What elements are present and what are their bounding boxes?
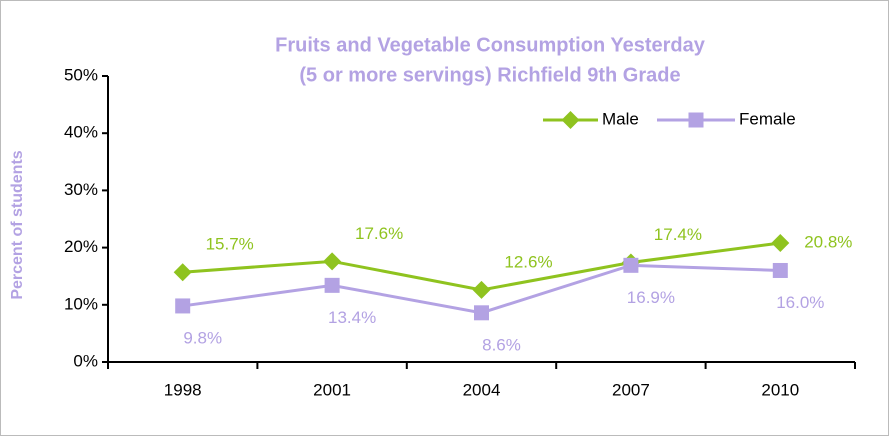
point <box>472 280 491 299</box>
y-tick-label: 40% <box>64 123 98 142</box>
point <box>474 305 489 321</box>
point <box>173 263 192 282</box>
y-axis-label: Percent of students <box>9 150 26 299</box>
point <box>772 262 788 278</box>
x-tick-label: 2010 <box>761 380 799 399</box>
data-label: 9.8% <box>183 328 222 347</box>
y-tick-label: 20% <box>64 237 98 256</box>
data-label: 12.6% <box>504 252 552 271</box>
point <box>324 277 340 293</box>
point <box>623 257 639 273</box>
y-tick-label: 10% <box>64 294 98 313</box>
legend-marker <box>688 112 704 128</box>
point <box>323 252 342 271</box>
data-label: 20.8% <box>804 233 852 252</box>
legend-marker <box>561 111 580 129</box>
data-label: 16.9% <box>627 288 675 307</box>
y-tick-label: 50% <box>64 65 98 84</box>
x-tick-label: 1998 <box>164 380 202 399</box>
data-label: 8.6% <box>482 335 521 354</box>
data-label: 15.7% <box>206 235 254 254</box>
chart-title: Fruits and Vegetable Consumption Yesterd… <box>275 34 706 56</box>
y-tick-label: 30% <box>64 180 98 199</box>
data-label: 17.4% <box>654 225 702 244</box>
data-label: 13.4% <box>328 308 376 327</box>
point <box>175 298 191 314</box>
data-label: 17.6% <box>355 224 403 243</box>
legend-label: Male <box>602 109 639 128</box>
point <box>771 234 790 253</box>
legend-label: Female <box>739 109 796 128</box>
y-tick-label: 0% <box>73 351 98 370</box>
chart-title: (5 or more servings) Richfield 9th Grade <box>299 64 680 86</box>
x-tick-label: 2001 <box>313 380 351 399</box>
x-tick-label: 2007 <box>612 380 650 399</box>
data-label: 16.0% <box>776 293 824 312</box>
x-tick-label: 2004 <box>463 380 501 399</box>
